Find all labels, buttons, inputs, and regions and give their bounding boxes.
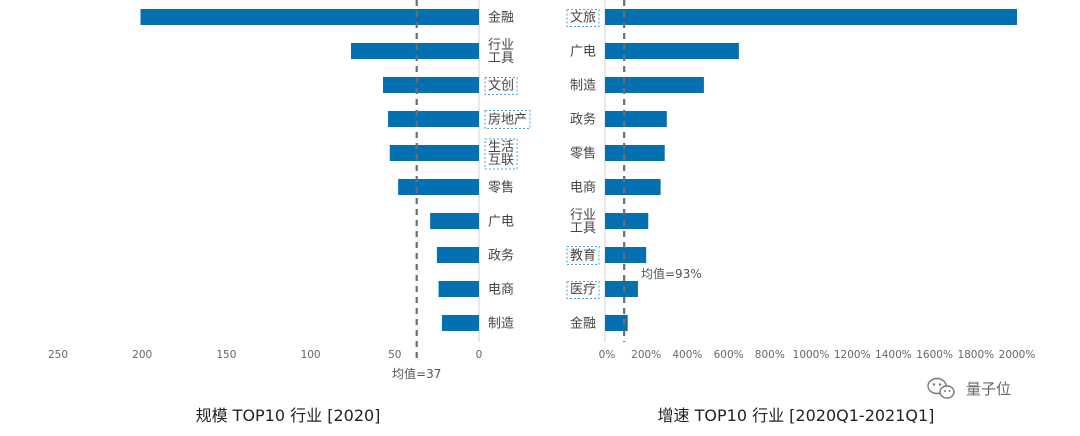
bar (605, 145, 665, 161)
bar (388, 111, 479, 127)
category-label: 医疗 (570, 283, 596, 298)
category-label: 教育 (570, 248, 596, 264)
watermark: 量子位 (927, 377, 1011, 399)
left-chart-title: 规模 TOP10 行业 [2020] (196, 406, 381, 425)
tick-label: 600% (714, 349, 744, 361)
bar (441, 315, 479, 331)
bar (605, 9, 1017, 25)
wechat-icon (927, 377, 955, 399)
watermark-text: 量子位 (966, 380, 1011, 398)
category-label: 行业工具 (570, 208, 596, 236)
tick-label: 200 (132, 349, 152, 361)
bar (140, 9, 480, 25)
category-label: 行业工具 (488, 38, 514, 66)
tick-label: 1000% (793, 349, 830, 361)
tick-label: 1400% (875, 349, 912, 361)
category-label: 文旅 (570, 11, 596, 26)
highlight-box (566, 246, 600, 265)
bar (605, 111, 667, 127)
right-chart-title: 增速 TOP10 行业 [2020Q1-2021Q1] (658, 406, 935, 425)
tick-label: 0% (599, 349, 616, 361)
category-label: 房地产 (488, 112, 527, 128)
bar (605, 179, 661, 195)
category-label: 文创 (488, 79, 514, 94)
category-label: 电商 (488, 283, 514, 298)
category-label: 制造 (488, 317, 514, 332)
bar (605, 213, 649, 229)
category-label: 金融 (488, 10, 514, 26)
bar (605, 247, 647, 263)
tick-label: 0 (476, 349, 483, 361)
highlight-box (484, 77, 518, 95)
highlight-box (566, 9, 600, 27)
bar (383, 77, 479, 93)
category-label: 政务 (570, 112, 596, 128)
average-label: 均值=93% (641, 266, 702, 281)
category-label: 广电 (488, 215, 514, 230)
tick-label: 400% (672, 349, 702, 361)
category-label: 电商 (570, 181, 596, 196)
tick-label: 1600% (916, 349, 953, 361)
bar (430, 213, 479, 229)
bar (436, 247, 479, 263)
bar (605, 43, 739, 59)
category-label: 零售 (488, 180, 514, 196)
bar (605, 281, 638, 297)
tick-label: 2000% (999, 349, 1036, 361)
bar (351, 43, 479, 59)
category-label: 生活互联 (488, 140, 514, 168)
tick-label: 1800% (957, 349, 994, 361)
category-label: 零售 (570, 146, 596, 162)
tick-label: 50 (388, 349, 401, 361)
category-label: 广电 (570, 45, 596, 60)
tick-label: 800% (755, 349, 785, 361)
category-label: 制造 (570, 79, 596, 94)
bar (389, 145, 479, 161)
tick-label: 250 (48, 349, 68, 361)
tick-label: 1200% (834, 349, 871, 361)
category-label: 政务 (488, 248, 514, 264)
bar (438, 281, 479, 297)
tick-label: 150 (216, 349, 236, 361)
highlight-box (484, 110, 531, 129)
bar (605, 77, 704, 93)
highlight-box (566, 281, 600, 299)
highlight-box (484, 138, 518, 170)
average-label: 均值=37 (392, 366, 441, 381)
bar (605, 315, 628, 331)
bar (398, 179, 479, 195)
category-label: 金融 (570, 316, 596, 332)
tick-label: 200% (631, 349, 661, 361)
tick-label: 100 (301, 349, 321, 361)
